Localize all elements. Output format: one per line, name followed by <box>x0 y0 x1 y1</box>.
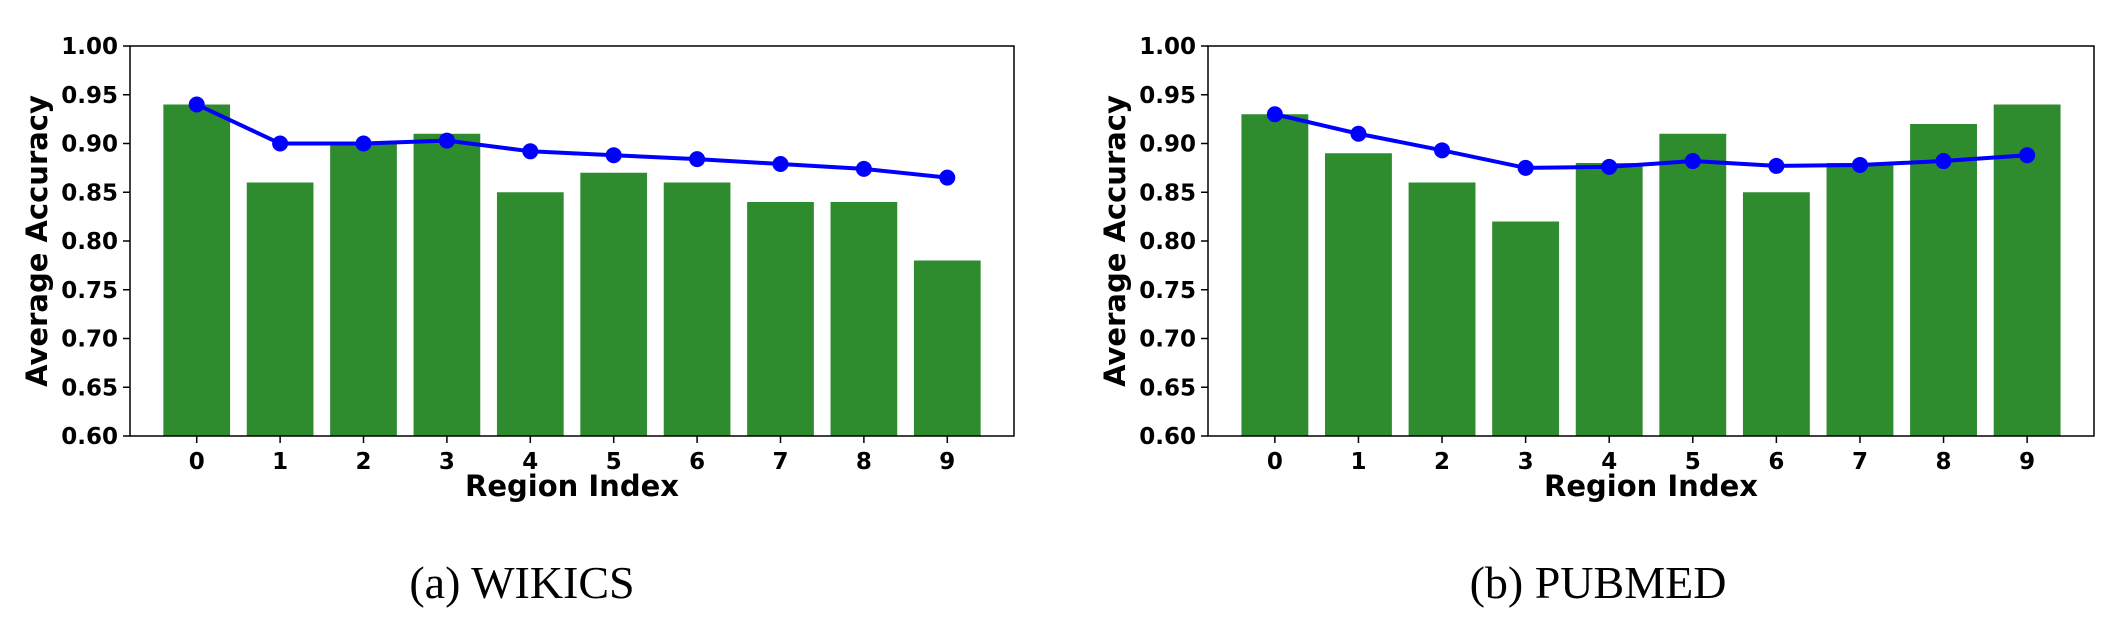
y-tick-label: 0.80 <box>61 229 118 255</box>
x-tick-label: 3 <box>439 449 455 475</box>
line-point-3 <box>438 132 455 149</box>
x-axis-label: Region Index <box>465 469 679 503</box>
line-point-6 <box>689 151 706 168</box>
y-tick-label: 0.90 <box>61 132 118 158</box>
line-point-0 <box>1266 106 1283 123</box>
y-tick-label: 0.75 <box>61 278 118 304</box>
x-tick-label: 8 <box>856 449 872 475</box>
x-tick-label: 3 <box>1518 449 1534 475</box>
chart-panel-1: 0.60 0.65 0.70 0.75 0.80 0.85 0.90 0.95 1.00 0 1 2 3… <box>1098 34 2095 608</box>
panel-caption: (b) PUBMED <box>1470 557 1727 608</box>
x-tick-label: 0 <box>189 449 205 475</box>
bar-6 <box>1742 192 1810 436</box>
bar-7 <box>1826 163 1894 436</box>
x-tick-label: 9 <box>939 449 955 475</box>
x-tick-label: 2 <box>1434 449 1450 475</box>
y-tick-label: 0.95 <box>61 83 118 109</box>
y-tick-label: 0.60 <box>61 424 118 450</box>
line-point-4 <box>522 143 539 160</box>
x-tick-label: 1 <box>1350 449 1366 475</box>
y-tick-label: 0.65 <box>61 375 118 401</box>
y-tick-label: 0.90 <box>1139 132 1196 158</box>
line-point-9 <box>2019 147 2036 164</box>
chart-panel-0: 0.60 0.65 0.70 0.75 0.80 0.85 0.90 0.95 1.00 0 1 2 3… <box>20 34 1015 608</box>
y-tick-label: 0.65 <box>1139 375 1196 401</box>
line-point-6 <box>1768 157 1785 174</box>
y-tick-label: 0.80 <box>1139 229 1196 255</box>
x-tick-label: 1 <box>272 449 288 475</box>
x-tick-label: 6 <box>1768 449 1784 475</box>
bar-7 <box>747 202 814 436</box>
panel-caption: (a) WIKICS <box>409 557 634 608</box>
line-point-8 <box>1935 153 1952 170</box>
bar-3 <box>413 133 481 436</box>
y-tick-label: 0.85 <box>1139 180 1196 206</box>
x-tick-label: 8 <box>1936 449 1952 475</box>
y-tick-label: 0.75 <box>1139 278 1196 304</box>
bar-0 <box>1241 114 1309 436</box>
bar-8 <box>1910 124 1977 436</box>
line-point-0 <box>188 96 205 113</box>
line-point-7 <box>772 155 789 172</box>
line-point-1 <box>1350 125 1367 142</box>
bar-9 <box>913 260 981 436</box>
bar-1 <box>246 182 314 436</box>
bar-3 <box>1492 221 1560 436</box>
bar-4 <box>1575 163 1643 436</box>
x-tick-label: 4 <box>1601 449 1617 475</box>
accuracy-line <box>1274 112 2028 170</box>
y-tick-label: 0.85 <box>61 180 118 206</box>
bar-6 <box>663 182 731 436</box>
line-point-5 <box>605 147 622 164</box>
y-axis-label: Average Accuracy <box>20 95 54 387</box>
bar-4 <box>496 192 564 436</box>
y-tick-label: 0.70 <box>61 327 118 353</box>
x-tick-label: 7 <box>772 449 788 475</box>
x-tick-label: 5 <box>606 449 622 475</box>
y-axis-label: Average Accuracy <box>1098 95 1132 387</box>
x-tick-label: 2 <box>356 449 372 475</box>
x-tick-label: 0 <box>1267 449 1283 475</box>
line-point-5 <box>1684 153 1701 170</box>
x-tick-label: 4 <box>522 449 538 475</box>
x-tick-label: 5 <box>1685 449 1701 475</box>
y-tick-label: 1.00 <box>1139 34 1196 60</box>
accuracy-line <box>195 102 948 180</box>
line-point-3 <box>1517 159 1534 176</box>
bar-5 <box>1659 133 1727 436</box>
line-point-2 <box>355 135 372 152</box>
bar-5 <box>580 172 648 436</box>
line-point-4 <box>1601 158 1618 175</box>
y-tick-label: 0.60 <box>1139 424 1196 450</box>
y-tick-label: 0.95 <box>1139 83 1196 109</box>
bar-1 <box>1325 153 1392 436</box>
x-tick-label: 9 <box>2019 449 2035 475</box>
line-point-2 <box>1434 142 1451 159</box>
line-point-8 <box>855 160 872 177</box>
y-tick-label: 1.00 <box>61 34 118 60</box>
bar-0 <box>163 104 231 436</box>
line-point-9 <box>939 169 956 186</box>
bar-2 <box>330 143 397 436</box>
x-axis-label: Region Index <box>1544 469 1758 503</box>
bar-8 <box>830 202 898 436</box>
bar-2 <box>1408 182 1476 436</box>
line-point-7 <box>1851 156 1868 173</box>
x-tick-label: 6 <box>689 449 705 475</box>
x-tick-label: 7 <box>1852 449 1868 475</box>
y-tick-label: 0.70 <box>1139 327 1196 353</box>
line-point-1 <box>272 135 289 152</box>
